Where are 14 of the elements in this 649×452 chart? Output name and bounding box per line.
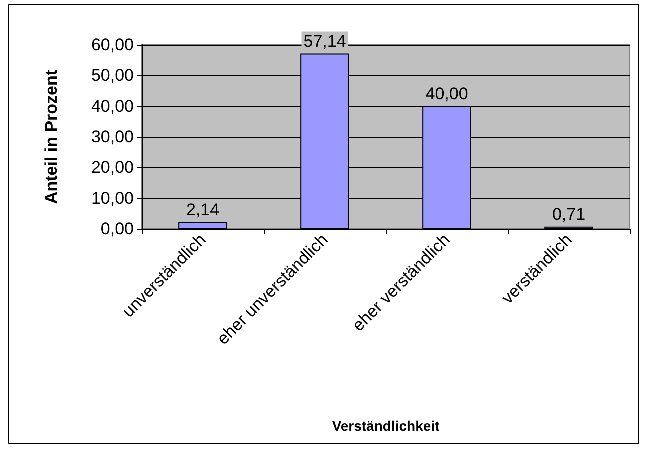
bar — [178, 222, 228, 229]
y-tick-label: 10,00 — [91, 188, 134, 208]
y-tick-label: 60,00 — [91, 36, 134, 54]
y-tick-label: 0,00 — [100, 220, 134, 238]
y-axis-title: Anteil in Prozent — [42, 70, 61, 204]
y-tick-label: 30,00 — [91, 128, 134, 146]
y-tick-label: 20,00 — [91, 158, 134, 178]
data-label: 40,00 — [426, 84, 468, 104]
y-tick-label: 40,00 — [91, 96, 134, 116]
x-axis-title: Verständlichkeit — [332, 418, 440, 434]
data-label: 0,71 — [552, 204, 586, 224]
data-label: 57,14 — [304, 32, 346, 51]
data-label: 2,14 — [186, 200, 220, 220]
y-tick-label: 50,00 — [91, 66, 134, 86]
